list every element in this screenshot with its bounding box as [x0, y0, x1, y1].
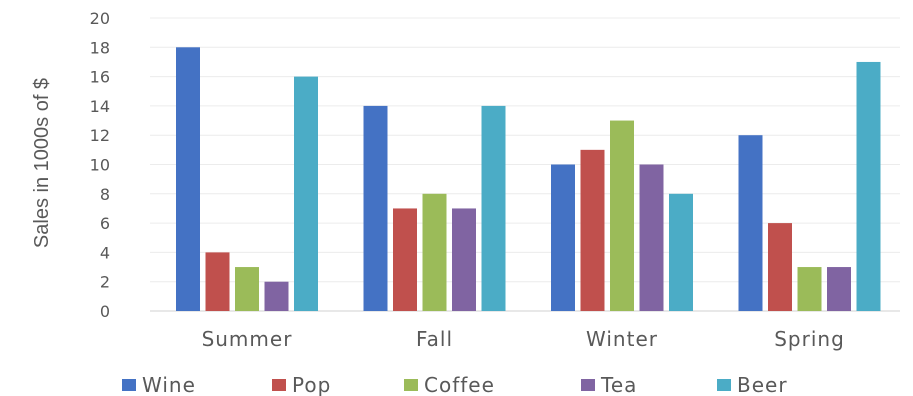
- y-tick-label: 18: [90, 38, 110, 57]
- legend-swatch: [404, 379, 418, 391]
- bar-wine-winter: [551, 164, 575, 311]
- y-tick-label: 8: [100, 185, 110, 204]
- legend-item-tea: Tea: [581, 373, 637, 396]
- y-tick-label: 12: [90, 126, 110, 145]
- legend-label: Coffee: [424, 373, 495, 396]
- x-axis-categories: Summer Fall Winter Spring: [202, 327, 845, 351]
- legend-label: Pop: [292, 373, 331, 396]
- y-axis-title: Sales in 1000s of $: [31, 78, 53, 248]
- y-axis-ticks: 0 2 4 6 8 10 12 14 16 18 20: [90, 9, 110, 321]
- bar-tea-fall: [452, 208, 476, 311]
- bar-coffee-fall: [422, 193, 447, 311]
- bars: [176, 47, 881, 312]
- y-tick-label: 10: [90, 156, 110, 175]
- legend-label: Tea: [600, 373, 637, 396]
- legend-item-wine: Wine: [122, 373, 196, 396]
- bar-coffee-summer: [235, 267, 259, 311]
- bar-wine-spring: [738, 135, 763, 311]
- bar-tea-summer: [264, 281, 289, 311]
- bar-tea-spring: [827, 267, 851, 311]
- bar-beer-summer: [294, 76, 318, 311]
- y-tick-label: 20: [90, 9, 110, 28]
- bar-beer-spring: [856, 61, 881, 312]
- bar-wine-summer: [176, 47, 200, 312]
- legend: Wine Pop Coffee Tea Beer: [122, 373, 788, 396]
- y-tick-label: 2: [100, 273, 110, 292]
- y-tick-label: 14: [90, 97, 110, 116]
- bar-pop-winter: [580, 149, 605, 311]
- legend-label: Wine: [142, 373, 196, 396]
- bar-coffee-spring: [797, 267, 822, 311]
- x-category-label: Winter: [586, 327, 658, 351]
- legend-label: Beer: [737, 373, 788, 396]
- legend-item-pop: Pop: [272, 373, 331, 396]
- legend-swatch: [717, 379, 731, 391]
- y-tick-label: 6: [100, 214, 110, 233]
- y-tick-label: 4: [100, 243, 110, 262]
- x-category-label: Spring: [774, 327, 845, 351]
- y-tick-label: 16: [90, 68, 110, 87]
- legend-swatch: [581, 379, 595, 391]
- x-category-label: Summer: [202, 327, 293, 351]
- bar-wine-fall: [363, 105, 388, 312]
- legend-swatch: [122, 379, 136, 391]
- bar-pop-spring: [768, 223, 792, 311]
- bar-beer-winter: [669, 193, 693, 311]
- x-category-label: Fall: [416, 327, 453, 351]
- legend-swatch: [272, 379, 286, 391]
- bar-beer-fall: [481, 105, 506, 312]
- legend-item-beer: Beer: [717, 373, 788, 396]
- bar-tea-winter: [639, 164, 664, 311]
- bar-pop-fall: [393, 208, 417, 311]
- bar-pop-summer: [205, 252, 230, 311]
- y-tick-label: 0: [100, 302, 110, 321]
- bar-coffee-winter: [610, 120, 634, 311]
- legend-item-coffee: Coffee: [404, 373, 495, 396]
